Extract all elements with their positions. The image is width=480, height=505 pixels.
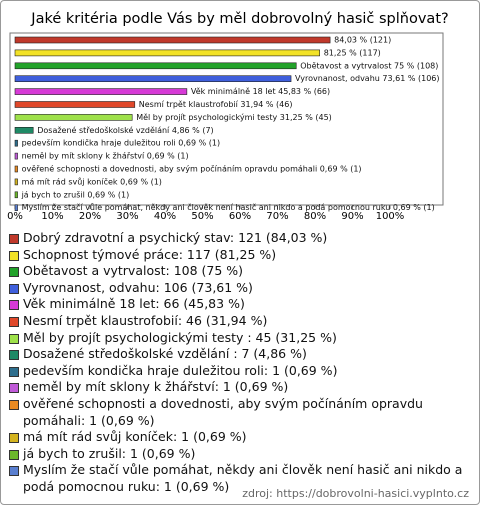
value-label: 84,03 % (121)	[334, 36, 391, 45]
x-tick-label: 0%	[7, 211, 23, 222]
legend-item: ověřené schopnosti a dovednosti, aby svý…	[9, 396, 473, 429]
legend-swatch	[9, 350, 19, 361]
x-tick-label: 40%	[154, 211, 176, 222]
legend-swatch	[9, 466, 19, 477]
value-label: má mít rád svůj koníček 0,69 % (1)	[22, 176, 162, 186]
legend-item: Dosažené středoškolské vzdělání : 7 (4,8…	[9, 346, 473, 363]
x-tick-label: 30%	[116, 211, 138, 222]
bar	[14, 114, 133, 121]
value-label: pedevším kondička hraje duležitou roli 0…	[22, 138, 221, 148]
value-label: Vyrovnanost, odvahu 73,61 % (106)	[295, 74, 439, 83]
x-tick-label: 50%	[191, 211, 213, 222]
legend-label: pedevším kondička hraje duležitou roli: …	[23, 362, 338, 378]
x-tick-label: 20%	[79, 211, 101, 222]
x-tick-label: 60%	[229, 211, 251, 222]
chart-title: Jaké kritéria podle Vás by měl dobrovoln…	[30, 11, 448, 27]
legend-item: Obětavost a vytrvalost: 108 (75 %)	[9, 263, 473, 280]
legend-label: Nesmí trpět klaustrofobií: 46 (31,94 %)	[23, 312, 268, 328]
value-label: já bych to zrušil 0,69 % (1)	[21, 189, 130, 199]
legend-label: Vyrovnanost, odvahu: 106 (73,61 %)	[23, 279, 253, 295]
legend-swatch	[9, 449, 19, 460]
value-label: 81,25 % (117)	[324, 48, 381, 57]
legend-label: Myslím že stačí vůle pomáhat, někdy ani …	[23, 462, 463, 494]
value-label: Nesmí trpět klaustrofobií 31,94 % (46)	[139, 100, 293, 109]
legend: Dobrý zdravotní a psychický stav: 121 (8…	[9, 230, 473, 496]
legend-label: ověřené schopnosti a dovednosti, aby svý…	[23, 395, 423, 428]
bar	[14, 88, 188, 95]
legend-swatch	[9, 333, 19, 344]
legend-label: Schopnost týmové práce: 117 (81,25 %)	[23, 246, 277, 262]
legend-item: neměl by mít sklony k žhářství: 1 (0,69 …	[9, 379, 473, 396]
legend-label: Dosažené středoškolské vzdělání : 7 (4,8…	[23, 346, 307, 362]
legend-label: Měl by projít psychologickými testy : 45…	[23, 329, 337, 345]
plot: Jaké kritéria podle Vás by měl dobrovoln…	[7, 11, 449, 222]
legend-swatch	[9, 234, 19, 244]
legend-item: Měl by projít psychologickými testy : 45…	[9, 330, 473, 347]
legend-swatch	[9, 250, 19, 261]
bar	[14, 165, 18, 173]
value-label: Obětavost a vytrvalost 75 % (108)	[300, 61, 438, 70]
x-tick-label: 90%	[341, 211, 363, 222]
bar	[14, 101, 136, 108]
legend-label: Věk minimálně 18 let: 66 (45,83 %)	[23, 296, 245, 312]
legend-label: neměl by mít sklony k žhářství: 1 (0,69 …	[23, 379, 289, 395]
legend-item: já bych to zrušil: 1 (0,69 %)	[9, 446, 473, 463]
legend-item: pedevším kondička hraje duležitou roli: …	[9, 363, 473, 380]
legend-item: Věk minimálně 18 let: 66 (45,83 %)	[9, 296, 473, 313]
bar	[14, 204, 18, 211]
value-label: neměl by mít sklony k žhářství 0,69 % (1…	[22, 152, 189, 161]
value-label: Měl by projít psychologickými testy 31,2…	[136, 113, 332, 122]
bar	[14, 139, 18, 147]
source: zdroj: https://dobrovolni-hasici.vyplnto…	[242, 487, 469, 500]
value-label: ověřené schopnosti a dovednosti, aby svý…	[22, 164, 362, 174]
bar	[14, 152, 18, 160]
legend-item: Vyrovnanost, odvahu: 106 (73,61 %)	[9, 280, 473, 297]
bar	[14, 178, 18, 186]
legend-swatch	[9, 366, 19, 377]
legend-item: Schopnost týmové práce: 117 (81,25 %)	[9, 247, 473, 264]
legend-swatch	[9, 283, 19, 294]
bar	[14, 62, 297, 70]
legend-swatch	[9, 399, 19, 410]
bar	[14, 49, 320, 57]
x-tick-label: 70%	[266, 211, 288, 222]
value-label: Věk minimálně 18 let 45,83 % (66)	[191, 87, 330, 96]
legend-item: Dobrý zdravotní a psychický stav: 121 (8…	[9, 230, 473, 247]
legend-item: Nesmí trpět klaustrofobií: 46 (31,94 %)	[9, 313, 473, 330]
value-label: Myslím že stačí vůle pomáhat, někdy ani …	[22, 202, 435, 212]
legend-swatch	[9, 316, 19, 327]
plot-frame	[9, 32, 444, 206]
legend-label: má mít rád svůj koníček: 1 (0,69 %)	[23, 429, 247, 445]
legend-label: Obětavost a vytrvalost: 108 (75 %)	[23, 263, 244, 279]
x-tick-label: 100%	[376, 211, 405, 222]
legend-label: Dobrý zdravotní a psychický stav: 121 (8…	[23, 230, 328, 245]
bar	[14, 36, 331, 44]
value-label: Dosažené středoškolské vzdělání 4,86 % (…	[37, 125, 213, 135]
x-tick-label: 10%	[41, 211, 63, 222]
legend-swatch	[9, 300, 19, 311]
x-tick-label: 80%	[304, 211, 326, 222]
legend-item: Myslím že stačí vůle pomáhat, někdy ani …	[9, 462, 473, 495]
legend-label: já bych to zrušil: 1 (0,69 %)	[23, 445, 196, 461]
legend-swatch	[9, 267, 19, 278]
bar	[14, 75, 292, 82]
legend-swatch	[9, 383, 19, 394]
bar	[14, 127, 34, 134]
bar	[14, 191, 18, 199]
legend-swatch	[9, 433, 19, 444]
legend-item: má mít rád svůj koníček: 1 (0,69 %)	[9, 429, 473, 446]
